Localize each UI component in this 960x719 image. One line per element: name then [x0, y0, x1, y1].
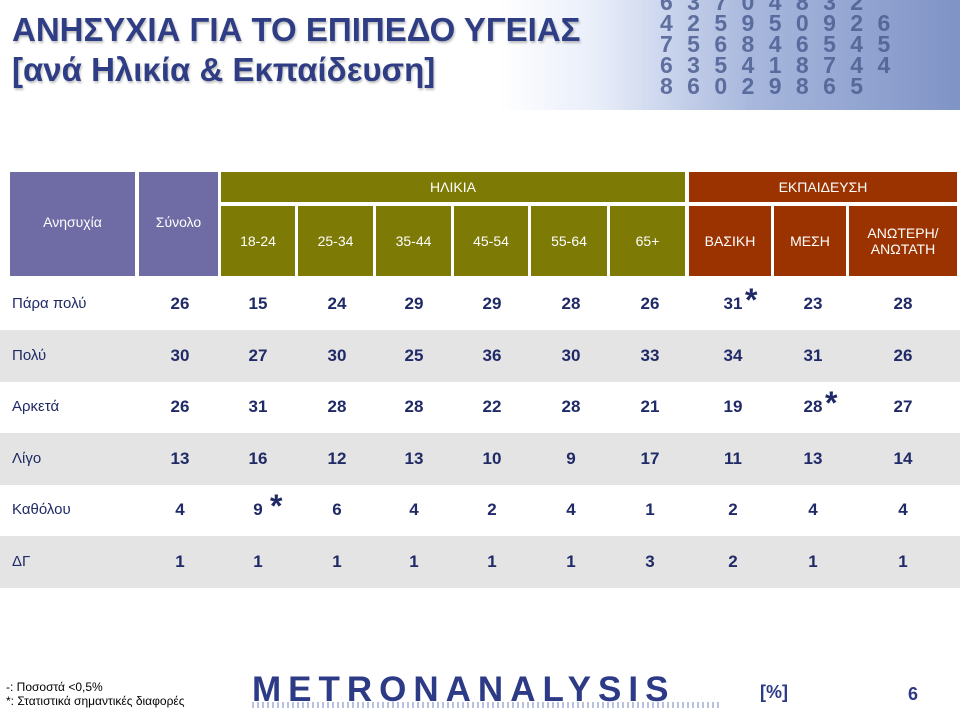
- header-edu-group: ΕΚΠΑΙΔΕΥΣΗ: [689, 172, 957, 202]
- page-number: 6: [908, 684, 919, 704]
- header-age-3: 45-54: [454, 206, 528, 276]
- table-cell: 31: [803, 346, 823, 365]
- table-row: Πολύ 30 27 30 25 36 30 33 34 31 26: [0, 330, 960, 382]
- row-label: Καθόλου: [12, 501, 71, 518]
- table-cell: 1: [808, 552, 818, 571]
- title-line-1: ΑΝΗΣΥΧΙΑ ΓΙΑ ΤΟ ΕΠΙΠΕΔΟ ΥΓΕΙΑΣ: [12, 11, 581, 48]
- table-cell: 28: [327, 397, 347, 416]
- table-cell: 28: [561, 397, 581, 416]
- row-label: ΔΓ: [12, 553, 31, 570]
- table-cell: 26: [170, 294, 190, 313]
- table-row: Πάρα πολύ 26 15 24 29 29 28 26 31 * 23 28: [0, 278, 960, 330]
- table-cell: 33: [640, 346, 660, 365]
- table-cell: 12: [327, 449, 347, 468]
- table-cell: 26: [170, 397, 190, 416]
- table-cell: 2: [487, 500, 497, 519]
- table-row: Καθόλου 4 9 * 6 4 2 4 1 2 4 4: [0, 484, 960, 536]
- unit-label: [%]: [760, 682, 788, 702]
- table-cell: 21: [640, 397, 660, 416]
- table-cell: 9: [253, 500, 263, 519]
- significance-star: *: [270, 488, 283, 524]
- table-cell: 28: [404, 397, 424, 416]
- table-cell: 2: [728, 500, 738, 519]
- table-row: Αρκετά 26 31 28 28 22 28 21 19 28 * 27: [0, 381, 960, 433]
- table-cell: 34: [723, 346, 743, 365]
- header-age-4: 55-64: [531, 206, 607, 276]
- table-cell: 13: [404, 449, 424, 468]
- table-cell: 13: [803, 449, 823, 468]
- table-cell: 19: [723, 397, 743, 416]
- header-age-2: 35-44: [376, 206, 451, 276]
- table-cell: 15: [248, 294, 268, 313]
- table-cell: 29: [482, 294, 502, 313]
- table-row: Λίγο 13 16 12 13 10 9 17 11 13 14: [0, 433, 960, 485]
- header-age-5: 65+: [610, 206, 685, 276]
- table-cell: 1: [898, 552, 908, 571]
- table-cell: 26: [640, 294, 660, 313]
- table-cell: 28: [803, 397, 823, 416]
- header-concern: Ανησυχία: [10, 172, 135, 276]
- table-cell: 11: [724, 449, 742, 468]
- table-cell: 25: [404, 346, 424, 365]
- table-cell: 14: [893, 449, 913, 468]
- row-label: Πολύ: [12, 347, 47, 364]
- table-cell: 4: [898, 500, 908, 519]
- table-cell: 28: [893, 294, 913, 313]
- table-cell: 30: [327, 346, 347, 365]
- table-cell: 6: [332, 500, 342, 519]
- row-label: Λίγο: [12, 450, 42, 467]
- footnote-small-percent: -: Ποσοστά <0,5%: [6, 680, 103, 694]
- table-cell: 4: [409, 500, 419, 519]
- table-cell: 1: [645, 500, 655, 519]
- table-cell: 4: [808, 500, 818, 519]
- table-cell: 17: [640, 449, 660, 468]
- significance-star: *: [825, 385, 838, 421]
- table-cell: 1: [487, 552, 497, 571]
- table-cell: 10: [482, 449, 502, 468]
- table-cell: 30: [170, 346, 190, 365]
- table-cell: 31: [723, 294, 743, 313]
- table-cell: 4: [566, 500, 576, 519]
- table-cell: 16: [248, 449, 268, 468]
- table-cell: 13: [170, 449, 190, 468]
- table-cell: 24: [327, 294, 347, 313]
- table-cell: 4: [175, 500, 185, 519]
- table-cell: 27: [248, 346, 268, 365]
- table-cell: 1: [409, 552, 419, 571]
- row-label: Πάρα πολύ: [12, 295, 87, 312]
- header-age-1: 25-34: [298, 206, 373, 276]
- header-age-group: ΗΛΙΚΙΑ: [221, 172, 685, 202]
- row-label: Αρκετά: [12, 398, 60, 415]
- table-cell: 22: [482, 397, 502, 416]
- footnotes: -: Ποσοστά <0,5% *: Στατιστικά σημαντικέ…: [6, 680, 185, 708]
- logo-dot-pattern: [252, 702, 722, 708]
- table-cell: 36: [482, 346, 502, 365]
- table-cell: 26: [893, 346, 913, 365]
- table-cell: 3: [645, 552, 655, 571]
- table-cell: 1: [253, 552, 263, 571]
- table-cell: 2: [728, 552, 738, 571]
- table-cell: 27: [893, 397, 913, 416]
- table-cell: 1: [566, 552, 576, 571]
- header-edu-0: ΒΑΣΙΚΗ: [689, 206, 771, 276]
- header-total: Σύνολο: [139, 172, 218, 276]
- table-row: ΔΓ 1 1 1 1 1 1 3 2 1 1: [0, 536, 960, 588]
- header-edu-1: ΜΕΣΗ: [774, 206, 846, 276]
- significance-star: *: [745, 282, 758, 318]
- header-age-0: 18-24: [221, 206, 295, 276]
- title-line-2: [ανά Ηλικία & Εκπαίδευση]: [12, 51, 436, 88]
- table-cell: 31: [248, 397, 268, 416]
- page-title: ΑΝΗΣΥΧΙΑ ΓΙΑ ΤΟ ΕΠΙΠΕΔΟ ΥΓΕΙΑΣ [ανά Ηλικ…: [12, 10, 580, 90]
- table-cell: 9: [566, 449, 576, 468]
- table-cell: 1: [332, 552, 342, 571]
- footnote-significance: *: Στατιστικά σημαντικές διαφορές: [6, 694, 185, 708]
- decorative-digits: 6 3 7 0 4 8 3 2 4 2 5 9 5 0 9 2 6 7 5 6 …: [660, 0, 895, 99]
- title-banner: 6 3 7 0 4 8 3 2 4 2 5 9 5 0 9 2 6 7 5 6 …: [0, 0, 960, 110]
- table-cell: 30: [561, 346, 581, 365]
- table-cell: 29: [404, 294, 424, 313]
- table-cell: 1: [175, 552, 185, 571]
- table-cell: 23: [803, 294, 823, 313]
- header-edu-2: ΑΝΩΤΕΡΗ/ ΑΝΩΤΑΤΗ: [849, 206, 957, 276]
- table-cell: 28: [561, 294, 581, 313]
